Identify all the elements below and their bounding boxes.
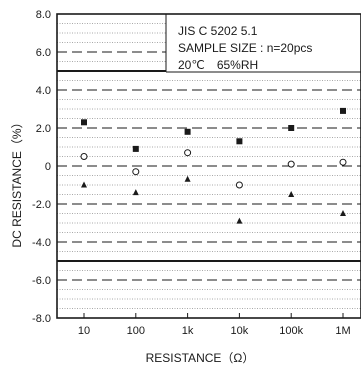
x-tick-label: 1M bbox=[335, 325, 350, 337]
marker-circle bbox=[80, 153, 88, 160]
y-tick-labels: 8.0 6.0 4.0 2.0 0 -2.0 -4.0 -6.0 -8.0 bbox=[32, 9, 51, 325]
x-axis-title: RESISTANCE（Ω） bbox=[146, 351, 255, 365]
legend-line-1: JIS C 5202 5.1 bbox=[178, 24, 258, 38]
marker-triangle bbox=[81, 181, 87, 188]
marker-triangle bbox=[132, 189, 139, 196]
x-tick-labels: 10 100 1k 10k 100k 1M bbox=[78, 325, 351, 337]
marker-circle bbox=[184, 149, 192, 157]
marker-circle bbox=[132, 168, 140, 176]
marker-triangle bbox=[184, 175, 191, 182]
legend-background bbox=[166, 14, 361, 72]
marker-triangle bbox=[236, 217, 243, 224]
y-tick-label: 0 bbox=[45, 161, 51, 173]
marker-square bbox=[236, 138, 243, 145]
y-tick-label: -2.0 bbox=[32, 199, 51, 211]
marker-square bbox=[81, 119, 87, 126]
y-tick-label: 4.0 bbox=[36, 85, 51, 97]
legend-line-3: 20℃ 65%RH bbox=[178, 58, 258, 72]
marker-circle bbox=[287, 160, 295, 168]
y-tick-label: 8.0 bbox=[36, 9, 51, 21]
marker-square bbox=[288, 125, 295, 131]
marker-triangle bbox=[340, 210, 346, 216]
x-tick-label: 100 bbox=[127, 325, 145, 337]
y-tick-label: 2.0 bbox=[36, 123, 51, 135]
y-tick-label: -4.0 bbox=[32, 237, 51, 249]
marker-square bbox=[132, 145, 139, 152]
marker-circle bbox=[235, 181, 243, 189]
x-tick-label: 10 bbox=[78, 325, 90, 337]
tick-marks bbox=[57, 13, 344, 319]
x-tick-label: 10k bbox=[231, 325, 249, 337]
y-axis-title: DC RESISTANCE（%） bbox=[10, 116, 24, 247]
marker-circle bbox=[339, 158, 347, 166]
y-tick-label: 6.0 bbox=[36, 47, 51, 59]
x-tick-label: 1k bbox=[182, 325, 194, 337]
legend-line-2: SAMPLE SIZE : n=20pcs bbox=[178, 41, 312, 55]
legend-box: JIS C 5202 5.1 SAMPLE SIZE : n=20pcs 20℃… bbox=[165, 14, 361, 73]
marker-square bbox=[184, 128, 191, 135]
marker-square bbox=[340, 107, 346, 114]
x-tick-label: 100k bbox=[279, 325, 303, 337]
data-points bbox=[80, 107, 347, 224]
y-tick-label: -8.0 bbox=[32, 313, 51, 325]
y-tick-label: -6.0 bbox=[32, 275, 51, 287]
marker-triangle bbox=[288, 191, 295, 197]
